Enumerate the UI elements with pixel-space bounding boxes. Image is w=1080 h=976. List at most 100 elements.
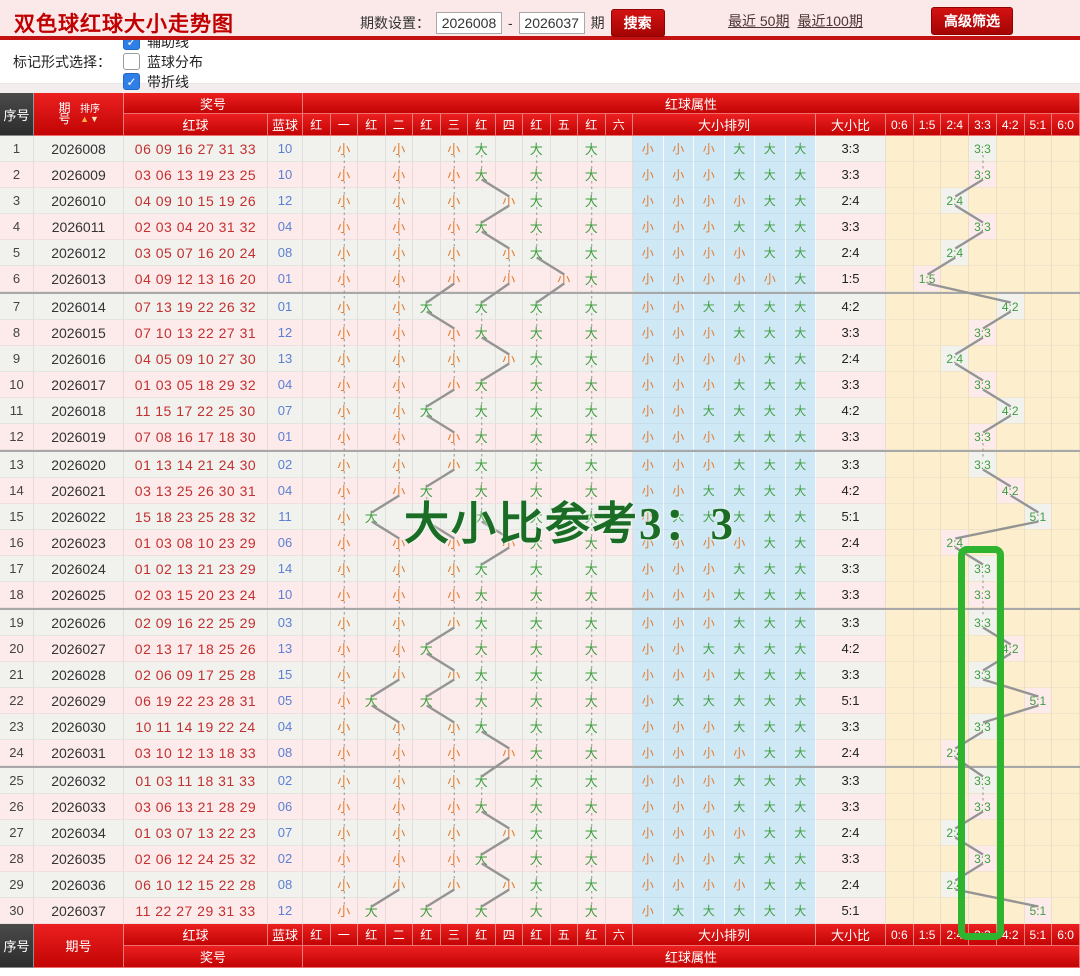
- checkbox-icon[interactable]: ✓: [123, 53, 140, 70]
- trend-cell: 小: [330, 346, 358, 372]
- ratio-matrix-cell: 4:2: [996, 478, 1025, 504]
- ratio-matrix-cell: 2:4: [941, 240, 970, 266]
- search-button[interactable]: 搜索: [610, 9, 665, 37]
- ratio-matrix-cell: [1024, 452, 1053, 478]
- ratio-matrix-cell: [969, 504, 997, 530]
- ratio-matrix-cell: [913, 898, 942, 924]
- red-balls-cell: 15 18 23 25 28 32: [124, 504, 268, 530]
- trend-cell: [605, 610, 633, 636]
- mark-options-checkboxes: ✓辅助线✓蓝球分布✓带折线: [123, 32, 225, 92]
- ratio-matrix-cell: [913, 636, 942, 662]
- sort-control[interactable]: 排序 ▲▼: [80, 104, 100, 124]
- pattern-cell: 小: [663, 740, 694, 766]
- trend-cell: 大: [523, 320, 551, 346]
- pattern-cell: 大: [755, 898, 786, 924]
- pattern-cell: 小: [694, 556, 725, 582]
- period-cell: 2026029: [34, 688, 124, 714]
- ratio-matrix-cell: [1024, 214, 1053, 240]
- ratio-matrix-cell: [996, 136, 1025, 162]
- pattern-cell: 小: [663, 478, 694, 504]
- pattern-cell: 大: [755, 320, 786, 346]
- trend-cell: 小: [385, 424, 413, 450]
- trend-cell: 小: [440, 582, 468, 608]
- ratio-matrix-cell: [1024, 820, 1053, 846]
- trend-cell: [495, 136, 523, 162]
- recent-50-link[interactable]: 最近 50期: [728, 13, 790, 29]
- trend-cell: 大: [578, 424, 606, 450]
- ratio-matrix-cell: [886, 398, 914, 424]
- checkbox-带折线[interactable]: ✓ 带折线: [123, 72, 203, 92]
- trend-cell: 小: [330, 320, 358, 346]
- ratio-matrix-cell: 1:5: [913, 266, 942, 292]
- trend-cell: [440, 294, 468, 320]
- trend-cell: [303, 662, 331, 688]
- blue-ball-cell: 01: [268, 266, 303, 292]
- pattern-cell: 小: [724, 188, 755, 214]
- ratio-matrix-cell: [886, 478, 914, 504]
- pattern-cell: 大: [785, 162, 816, 188]
- pattern-cell: 大: [755, 478, 786, 504]
- seq-cell: 16: [0, 530, 34, 556]
- ratio-matrix-cell: [1052, 794, 1080, 820]
- trend-cell: [605, 662, 633, 688]
- trend-cell: 大: [468, 372, 496, 398]
- table-row: 25 2026032 01 03 11 18 31 33 02 小小小大大大小小小大大大…: [0, 768, 1080, 794]
- pattern-cell: 小: [694, 346, 725, 372]
- pattern-cell: 小: [633, 794, 664, 820]
- checkbox-icon[interactable]: ✓: [123, 73, 140, 90]
- pattern-cell: 小: [694, 794, 725, 820]
- trend-cell: [303, 320, 331, 346]
- checkbox-蓝球分布[interactable]: ✓蓝球分布: [123, 52, 203, 72]
- period-from-input[interactable]: [436, 12, 502, 34]
- ratio-matrix-cell: [941, 478, 970, 504]
- ratio-matrix-cell: [1024, 294, 1053, 320]
- pattern-cell: 大: [724, 452, 755, 478]
- trend-cell: [550, 768, 578, 794]
- pattern-cell: 小: [663, 610, 694, 636]
- sort-desc-icon[interactable]: ▼: [90, 114, 100, 124]
- trend-cell: [413, 846, 441, 872]
- seq-cell: 8: [0, 320, 34, 346]
- mark-options-bar: 标记形式选择： ✓辅助线✓蓝球分布✓带折线: [0, 33, 1080, 90]
- pattern-cell: 小: [633, 768, 664, 794]
- trend-cell: [605, 372, 633, 398]
- trend-cell: [550, 424, 578, 450]
- recent-100-link[interactable]: 最近100期: [797, 13, 863, 29]
- pattern-cell: 小: [694, 266, 725, 292]
- trend-cell: 小: [330, 582, 358, 608]
- ratio-matrix-cell: [886, 662, 914, 688]
- red-balls-cell: 02 03 04 20 31 32: [124, 214, 268, 240]
- sort-asc-icon[interactable]: ▲: [80, 114, 90, 124]
- trend-cell: [413, 372, 441, 398]
- footer-ball-col: 红: [413, 924, 441, 946]
- trend-cell: [385, 898, 413, 924]
- ratio-matrix-cell: [886, 714, 914, 740]
- trend-cell: 大: [578, 136, 606, 162]
- period-to-input[interactable]: [518, 12, 585, 34]
- blue-ball-cell: 12: [268, 188, 303, 214]
- advanced-filter-button[interactable]: 高级筛选: [931, 7, 1013, 35]
- table-row: 10 2026017 01 03 05 18 29 32 04 小小小大大大小小小大大大…: [0, 372, 1080, 398]
- header-ball-col: 四: [495, 114, 523, 136]
- table-footer: 序号 期号 红球 蓝球 红一红二红三红四红五红六 大小排列 大小比 0:6 1:5…: [0, 924, 1080, 968]
- trend-cell: [413, 188, 441, 214]
- ratio-cell: 5:1: [816, 898, 886, 924]
- header-ball-col: 二: [385, 114, 413, 136]
- ratio-matrix-cell: [913, 346, 942, 372]
- blue-ball-cell: 02: [268, 768, 303, 794]
- ratio-matrix-cell: [1052, 188, 1080, 214]
- pattern-cell: 小: [633, 452, 664, 478]
- pattern-cell: 大: [663, 688, 694, 714]
- trend-cell: 大: [578, 162, 606, 188]
- pattern-cell: 大: [755, 372, 786, 398]
- ratio-matrix-cell: [1024, 398, 1053, 424]
- pattern-cell: 大: [755, 424, 786, 450]
- trend-cell: 大: [578, 188, 606, 214]
- pattern-cell: 小: [694, 320, 725, 346]
- ratio-matrix-cell: [886, 846, 914, 872]
- ratio-matrix-cell: [1024, 714, 1053, 740]
- trend-cell: 小: [495, 240, 523, 266]
- pattern-cell: 小: [633, 346, 664, 372]
- trend-cell: [385, 688, 413, 714]
- ratio-matrix-cell: [1024, 162, 1053, 188]
